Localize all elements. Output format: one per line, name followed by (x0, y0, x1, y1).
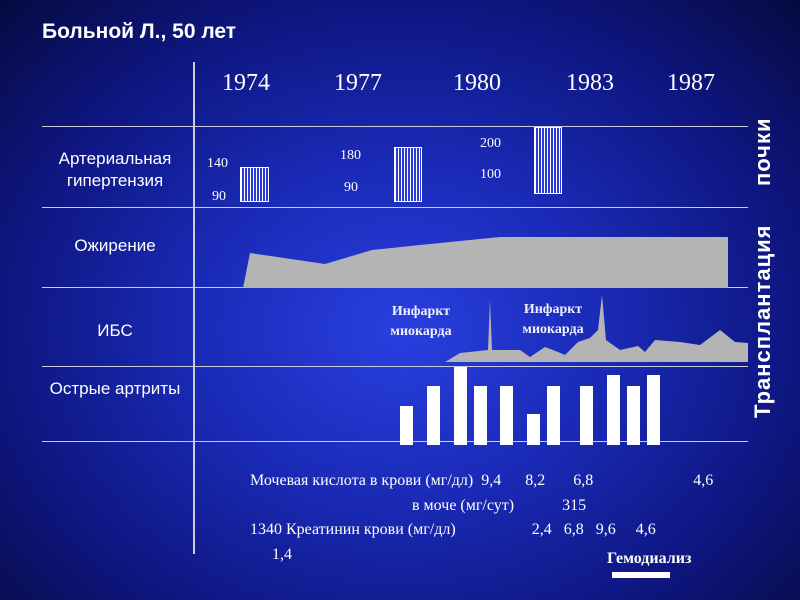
bp-bar-1977 (394, 147, 422, 202)
bp-diastolic-value: 90 (212, 189, 226, 204)
arthritis-bar (580, 386, 593, 445)
arthritis-bar (454, 367, 467, 445)
hemodialysis-label: Гемодиализ (607, 550, 692, 567)
bp-systolic-value: 140 (207, 156, 228, 171)
vertical-divider (193, 62, 195, 554)
infarct-label: Инфаркт миокарда (390, 304, 452, 339)
bp-systolic-value: 180 (340, 148, 361, 163)
row-divider (42, 207, 748, 208)
kidney-word: почки (750, 118, 775, 187)
bp-bar-1980 (534, 127, 562, 194)
bp-systolic-value: 200 (480, 136, 501, 151)
year-label: 1980 (453, 70, 501, 96)
bp-diastolic-value: 90 (344, 180, 358, 195)
bp-bar-1974 (240, 167, 269, 202)
transplant-text: Трансплантация почки (750, 118, 784, 418)
ihd-area (445, 295, 748, 362)
creatinine-line: 1340 Креатинин крови (мг/дл) 2,4 6,8 9,6… (250, 521, 656, 538)
row-label-obesity: Ожирение (74, 236, 156, 255)
page-title: Больной Л., 50 лет (42, 20, 237, 43)
arthritis-bar (427, 386, 440, 445)
uric-acid-urine-line: в моче (мг/сут) 315 (412, 497, 587, 514)
transplant-word: Трансплантация (750, 224, 775, 418)
year-label: 1977 (334, 70, 382, 96)
arthritis-bar (400, 406, 413, 445)
infarct-label: Инфаркт миокарда (522, 302, 584, 337)
row-divider (42, 366, 748, 367)
uric-acid-blood-line: Мочевая кислота в крови (мг/дл) 9,4 8,2 … (250, 472, 714, 489)
bp-diastolic-value: 100 (480, 167, 501, 182)
year-label: 1983 (566, 70, 614, 96)
row-label-hypertension: Артериальная гипертензия (58, 149, 172, 190)
row-label-arthritis: Острые артриты (49, 379, 181, 398)
row-divider (42, 126, 748, 127)
hemodialysis-bar (612, 572, 670, 578)
arthritis-bar (527, 414, 540, 445)
year-label: 1987 (667, 70, 715, 96)
obesity-area (243, 237, 728, 288)
row-divider (42, 441, 748, 442)
creatinine-last-value: 1,4 (272, 546, 292, 563)
row-label-ihd: ИБС (97, 321, 133, 340)
arthritis-bar (500, 386, 513, 445)
year-label: 1974 (222, 70, 270, 96)
arthritis-bar (627, 386, 640, 445)
arthritis-bar (474, 386, 487, 445)
arthritis-bar (647, 375, 660, 445)
arthritis-bar (547, 386, 560, 445)
arthritis-bar (607, 375, 620, 445)
